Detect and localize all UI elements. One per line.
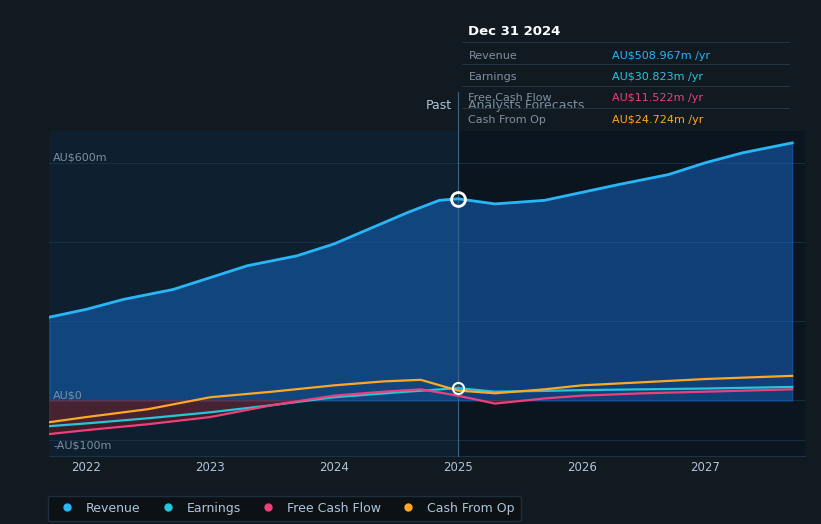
Text: Analysts Forecasts: Analysts Forecasts: [468, 99, 585, 112]
Text: Dec 31 2024: Dec 31 2024: [469, 25, 561, 38]
Bar: [458, 131, 805, 456]
Text: AU$24.724m /yr: AU$24.724m /yr: [612, 115, 703, 125]
Text: Free Cash Flow: Free Cash Flow: [469, 93, 552, 103]
Text: AU$600m: AU$600m: [53, 152, 108, 162]
Text: AU$11.522m /yr: AU$11.522m /yr: [612, 93, 703, 103]
Text: Revenue: Revenue: [469, 51, 517, 61]
Legend: Revenue, Earnings, Free Cash Flow, Cash From Op: Revenue, Earnings, Free Cash Flow, Cash …: [48, 496, 521, 521]
Text: -AU$100m: -AU$100m: [53, 440, 112, 450]
Text: AU$508.967m /yr: AU$508.967m /yr: [612, 51, 709, 61]
Text: Cash From Op: Cash From Op: [469, 115, 546, 125]
Text: AU$30.823m /yr: AU$30.823m /yr: [612, 71, 703, 82]
Text: AU$0: AU$0: [53, 390, 83, 400]
Text: Past: Past: [425, 99, 452, 112]
Bar: [49, 131, 458, 456]
Text: Earnings: Earnings: [469, 71, 517, 82]
